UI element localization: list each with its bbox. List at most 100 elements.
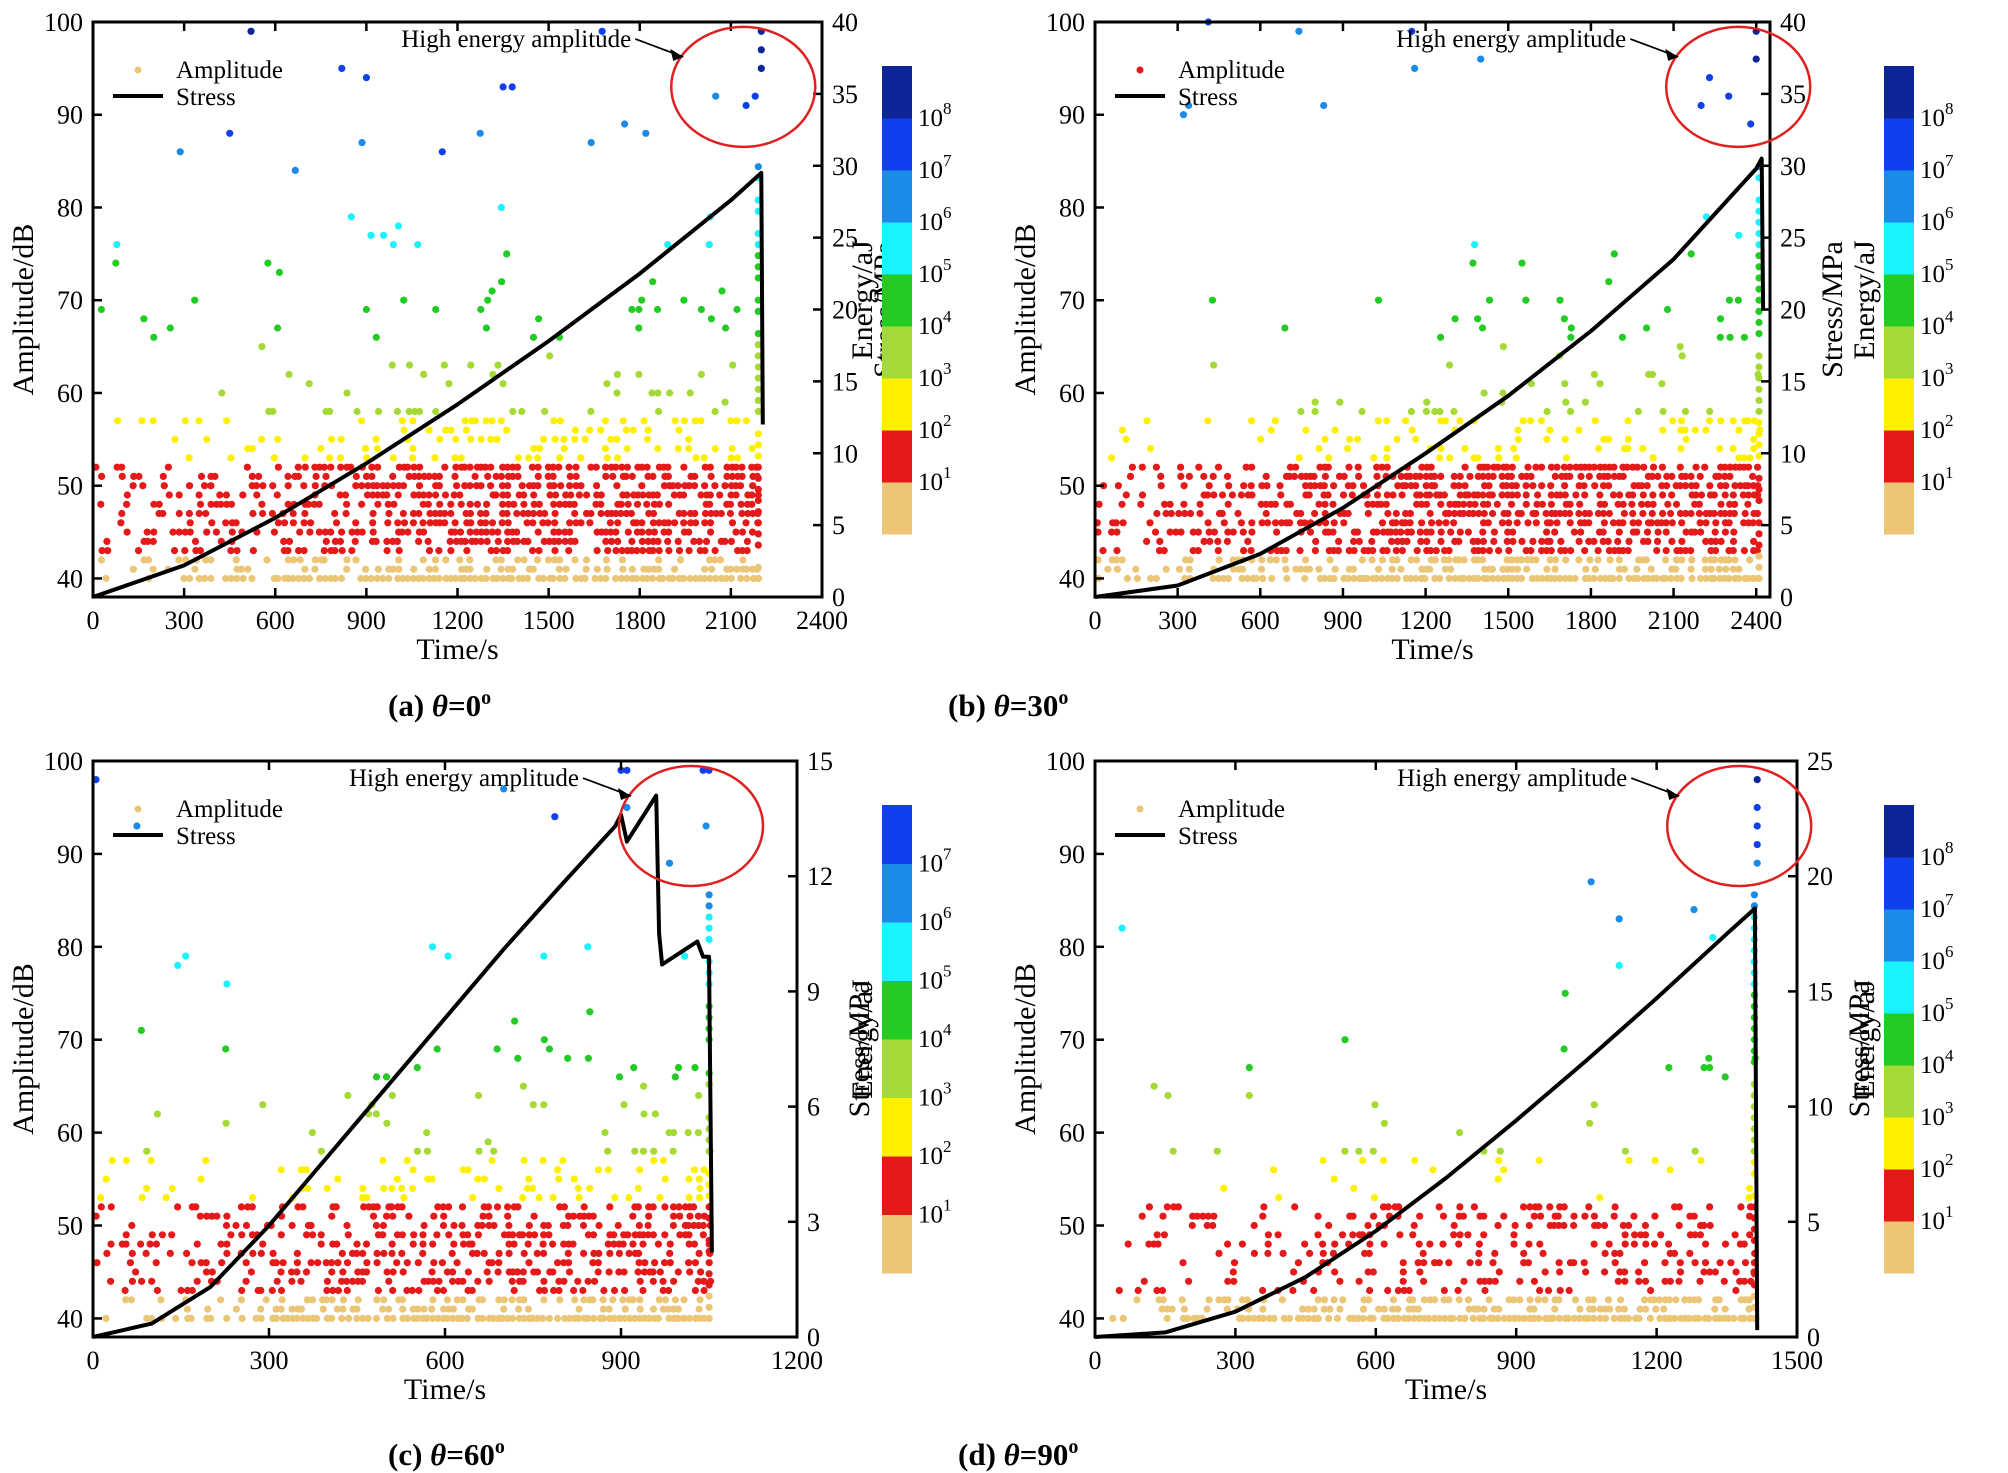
amplitude-point bbox=[554, 1259, 562, 1267]
amplitude-point bbox=[1649, 500, 1657, 508]
amplitude-point bbox=[1416, 491, 1424, 499]
amplitude-point bbox=[712, 92, 720, 100]
amplitude-point bbox=[1291, 1203, 1299, 1211]
amplitude-point bbox=[1166, 500, 1174, 508]
amplitude-point bbox=[1535, 1203, 1543, 1211]
amplitude-point bbox=[680, 491, 688, 499]
amplitude-point bbox=[352, 519, 360, 527]
amplitude-point bbox=[529, 1101, 537, 1109]
amplitude-point bbox=[1595, 445, 1603, 453]
amplitude-point bbox=[466, 509, 475, 518]
amplitude-point bbox=[1546, 556, 1554, 564]
amplitude-point bbox=[1527, 417, 1535, 425]
amplitude-point bbox=[149, 537, 157, 546]
amplitude-point bbox=[519, 1194, 527, 1202]
amplitude-point bbox=[754, 452, 762, 460]
amplitude-point bbox=[372, 1110, 380, 1118]
amplitude-point bbox=[748, 528, 757, 536]
amplitude-point bbox=[362, 565, 370, 573]
amplitude-point bbox=[1138, 1212, 1146, 1220]
annotation-label: High energy amplitude bbox=[1397, 765, 1627, 792]
amplitude-point bbox=[400, 296, 408, 304]
amplitude-point bbox=[676, 1212, 684, 1220]
amplitude-point bbox=[1567, 324, 1575, 332]
amplitude-point bbox=[1384, 509, 1392, 518]
amplitude-point bbox=[1150, 1082, 1158, 1090]
amplitude-point bbox=[1334, 547, 1342, 555]
amplitude-point bbox=[1208, 296, 1217, 304]
amplitude-point bbox=[420, 528, 428, 536]
amplitude-point bbox=[1395, 1203, 1403, 1211]
amplitude-point bbox=[1237, 519, 1245, 527]
amplitude-point bbox=[1330, 519, 1338, 527]
amplitude-point bbox=[438, 148, 446, 156]
amplitude-point bbox=[1178, 1296, 1186, 1304]
amplitude-point bbox=[707, 528, 715, 536]
amplitude-point bbox=[472, 528, 480, 536]
amplitude-point bbox=[1474, 315, 1482, 323]
colorbar-segment bbox=[882, 170, 912, 223]
amplitude-point bbox=[394, 491, 402, 499]
amplitude-point bbox=[1599, 537, 1607, 546]
amplitude-point bbox=[1730, 1314, 1738, 1322]
amplitude-point bbox=[1538, 547, 1546, 555]
amplitude-point bbox=[669, 574, 677, 583]
amplitude-point bbox=[556, 1296, 564, 1304]
amplitude-point bbox=[498, 278, 506, 286]
amplitude-point bbox=[1566, 407, 1575, 416]
amplitude-point bbox=[1374, 417, 1382, 425]
amplitude-point bbox=[372, 1221, 380, 1230]
amplitude-point bbox=[539, 1240, 547, 1248]
amplitude-point bbox=[1560, 1203, 1568, 1211]
amplitude-point bbox=[624, 528, 632, 536]
amplitude-point bbox=[126, 1259, 134, 1267]
amplitude-point bbox=[1203, 1305, 1211, 1313]
amplitude-point bbox=[1380, 1240, 1388, 1248]
amplitude-point bbox=[1194, 528, 1202, 536]
amplitude-point bbox=[393, 407, 401, 416]
amplitude-point bbox=[1705, 1054, 1713, 1062]
amplitude-point bbox=[645, 528, 653, 536]
amplitude-point bbox=[308, 1129, 316, 1137]
amplitude-point bbox=[649, 509, 658, 518]
stress-curve bbox=[1094, 906, 1760, 1339]
amplitude-point bbox=[227, 547, 235, 555]
chart-panel: 0 300 600 900 1200 1500 1800 2100 2400Time/s4050… bbox=[948, 8, 1954, 723]
amplitude-point bbox=[1295, 27, 1303, 35]
amplitude-point bbox=[1721, 509, 1729, 518]
amplitude-point bbox=[1525, 1221, 1533, 1230]
amplitude-point bbox=[1113, 565, 1121, 573]
amplitude-point bbox=[268, 509, 276, 518]
amplitude-point bbox=[584, 1231, 593, 1239]
amplitude-point bbox=[108, 1156, 116, 1165]
amplitude-point bbox=[587, 509, 595, 518]
amplitude-point bbox=[1435, 1259, 1443, 1267]
amplitude-point bbox=[1364, 500, 1372, 508]
amplitude-point bbox=[197, 1259, 205, 1267]
amplitude-point bbox=[1415, 1240, 1423, 1248]
amplitude-point bbox=[223, 1240, 231, 1248]
amplitude-point bbox=[634, 1184, 642, 1192]
amplitude-point bbox=[374, 1286, 382, 1295]
amplitude-point bbox=[1500, 1166, 1508, 1174]
amplitude-point bbox=[207, 556, 215, 564]
amplitude-point bbox=[1717, 500, 1725, 508]
amplitude-point bbox=[159, 472, 167, 480]
amplitude-point bbox=[525, 1259, 533, 1267]
amplitude-point bbox=[369, 509, 377, 518]
amplitude-point bbox=[368, 463, 376, 471]
amplitude-point bbox=[535, 500, 543, 508]
amplitude-point bbox=[1654, 528, 1662, 536]
caption-label: (b) bbox=[948, 688, 994, 723]
amplitude-point bbox=[638, 463, 646, 471]
colorbar-segment bbox=[882, 222, 912, 275]
amplitude-point bbox=[1184, 1314, 1192, 1322]
amplitude-point bbox=[157, 1296, 165, 1304]
colorbar-tick-base: 10 bbox=[918, 1026, 943, 1053]
amplitude-point bbox=[1710, 509, 1718, 518]
amplitude-point bbox=[358, 482, 366, 490]
amplitude-point bbox=[749, 482, 757, 490]
amplitude-point bbox=[1407, 528, 1415, 536]
amplitude-point bbox=[1696, 1231, 1704, 1239]
amplitude-point bbox=[589, 1212, 597, 1220]
